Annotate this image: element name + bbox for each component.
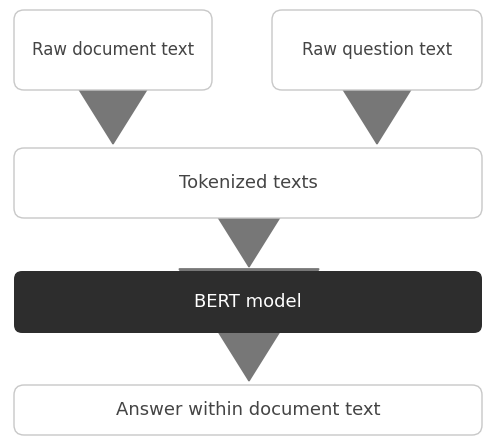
FancyBboxPatch shape xyxy=(272,10,482,90)
Text: Tokenized texts: Tokenized texts xyxy=(179,174,317,192)
FancyBboxPatch shape xyxy=(14,10,212,90)
FancyBboxPatch shape xyxy=(14,148,482,218)
Text: BERT model: BERT model xyxy=(194,293,302,311)
Text: Raw document text: Raw document text xyxy=(32,41,194,59)
Text: Answer within document text: Answer within document text xyxy=(116,401,380,419)
FancyBboxPatch shape xyxy=(14,271,482,333)
Text: Raw question text: Raw question text xyxy=(302,41,452,59)
FancyBboxPatch shape xyxy=(14,385,482,435)
